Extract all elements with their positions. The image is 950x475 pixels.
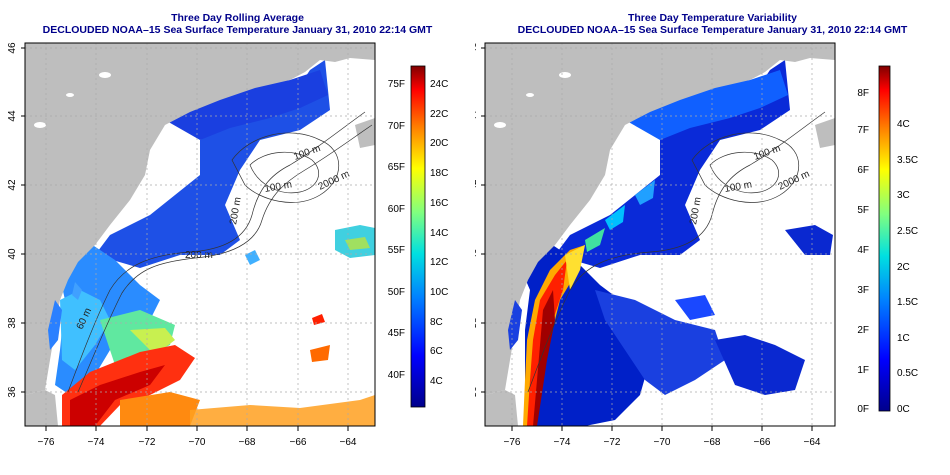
lat-tick-label: 40 [7, 248, 18, 260]
colorbar-label: 16C [430, 198, 448, 209]
colorbar-celsius-labels: 4C 3.5C 3C 2.5C 2C 1.5C 1C 0.5C 0C [897, 119, 918, 415]
colorbar [410, 65, 426, 408]
colorbar-label: 14C [430, 228, 448, 239]
colorbar-label: 10C [430, 287, 448, 298]
colorbar-label: 5F [857, 205, 869, 216]
colorbar-label: 24C [430, 79, 448, 90]
colorbar-label: 70F [388, 121, 405, 132]
colorbar-label: 45F [388, 328, 405, 339]
colorbar-label: 3C [897, 190, 910, 201]
lat-tick-label: 38 [7, 317, 18, 329]
colorbar-label: 65F [388, 162, 405, 173]
colorbar-fahrenheit-labels: 8F 7F 6F 5F 4F 3F 2F 1F 0F [857, 88, 869, 415]
colorbar-label: 1C [897, 333, 910, 344]
colorbar-label: 0C [897, 404, 910, 415]
colorbar-label: 6C [430, 346, 443, 357]
lon-tick-label: −64 [804, 437, 821, 448]
contour-label: 100 m [264, 179, 293, 195]
bathymetry-contours [67, 111, 373, 393]
sst-variability-map: 100 m 2000 m 100 m 200 m 4 [475, 42, 918, 448]
colorbar-label: 0.5C [897, 368, 918, 379]
colorbar-label: 18C [430, 168, 448, 179]
lat-tick-label: 40 [475, 248, 479, 260]
colorbar-label: 2.5C [897, 226, 918, 237]
colorbar-label: 50F [388, 287, 405, 298]
colorbar-label: 20C [430, 138, 448, 149]
colorbar-label: 2C [897, 262, 910, 273]
land-mass [25, 43, 375, 395]
lat-tick-label: 36 [475, 386, 479, 398]
lon-tick-label: −66 [290, 437, 307, 448]
colorbar-label: 2F [857, 325, 869, 336]
map-frame [24, 42, 376, 427]
lat-tick-label: 38 [475, 317, 479, 329]
panel-title: Three Day Temperature Variability [627, 12, 798, 24]
panel-subtitle: DECLOUDED NOAA–15 Sea Surface Temperatur… [517, 24, 908, 36]
lon-tick-label: −70 [189, 437, 206, 448]
sst-variability-panel: Three Day Temperature Variability DECLOU… [475, 0, 950, 475]
panel-title: Three Day Rolling Average [171, 12, 304, 24]
contour-label: 200 m [185, 250, 213, 261]
lon-tick-label: −68 [704, 437, 721, 448]
colorbar-label: 60F [388, 204, 405, 215]
lat-tick-label: 44 [475, 110, 479, 122]
latitude-axis: 46 44 42 40 38 36 [475, 42, 485, 398]
panel-subtitle: DECLOUDED NOAA–15 Sea Surface Temperatur… [42, 24, 433, 36]
lat-tick-label: 44 [7, 110, 18, 122]
lat-tick-label: 42 [475, 179, 479, 191]
colorbar-label: 75F [388, 79, 405, 90]
colorbar-label: 22C [430, 109, 448, 120]
contour-label: 200 m [688, 196, 704, 225]
colorbar-label: 40F [388, 370, 405, 381]
colorbar-label: 3F [857, 285, 869, 296]
colorbar-label: 1.5C [897, 297, 918, 308]
colorbar-fahrenheit-labels: 75F 70F 65F 60F 55F 50F 45F 40F [388, 79, 405, 381]
lon-tick-label: −68 [239, 437, 256, 448]
contour-label: 200 m [228, 196, 244, 225]
colorbar-label: 0F [857, 404, 869, 415]
colorbar-label: 55F [388, 245, 405, 256]
colorbar-label: 7F [857, 125, 869, 136]
graticule [485, 43, 835, 426]
lon-tick-label: −70 [654, 437, 671, 448]
colorbar-label: 12C [430, 257, 448, 268]
lat-tick-label: 36 [7, 386, 18, 398]
longitude-axis: −76 −74 −72 −70 −68 −66 −64 [504, 426, 821, 448]
colorbar-label: 1F [857, 365, 869, 376]
lat-tick-label: 42 [7, 179, 18, 191]
colorbar [878, 65, 891, 412]
sst-average-map: 100 m 2000 m 100 m 200 m 60 m 200 m [7, 42, 448, 448]
lon-tick-label: −76 [38, 437, 55, 448]
colorbar-label: 3.5C [897, 155, 918, 166]
colorbar-label: 4F [857, 245, 869, 256]
colorbar-label: 4C [430, 376, 443, 387]
lon-tick-label: −66 [754, 437, 771, 448]
sst-average-panel: Three Day Rolling Average DECLOUDED NOAA… [7, 12, 448, 448]
lon-tick-label: −72 [604, 437, 621, 448]
graticule [25, 43, 375, 426]
lon-tick-label: −64 [340, 437, 357, 448]
lat-tick-label: 46 [475, 42, 479, 54]
colorbar-label: 4C [897, 119, 910, 130]
lat-tick-label: 46 [7, 42, 18, 54]
lon-tick-label: −76 [504, 437, 521, 448]
bathymetry-contours [527, 111, 826, 393]
colorbar-label: 6F [857, 165, 869, 176]
contour-label: 100 m [724, 179, 753, 195]
longitude-axis: −76 −74 −72 −70 −68 −66 −64 [38, 426, 357, 448]
colorbar-label: 8C [430, 317, 443, 328]
colorbar-label: 8F [857, 88, 869, 99]
map-frame [484, 42, 836, 427]
latitude-axis: 46 44 42 40 38 36 [7, 42, 25, 398]
colorbar-celsius-labels: 24C 22C 20C 18C 16C 14C 12C 10C 8C 6C 4C [430, 79, 448, 387]
lon-tick-label: −72 [139, 437, 156, 448]
land-mass [485, 43, 835, 395]
lon-tick-label: −74 [554, 437, 571, 448]
lon-tick-label: −74 [88, 437, 105, 448]
